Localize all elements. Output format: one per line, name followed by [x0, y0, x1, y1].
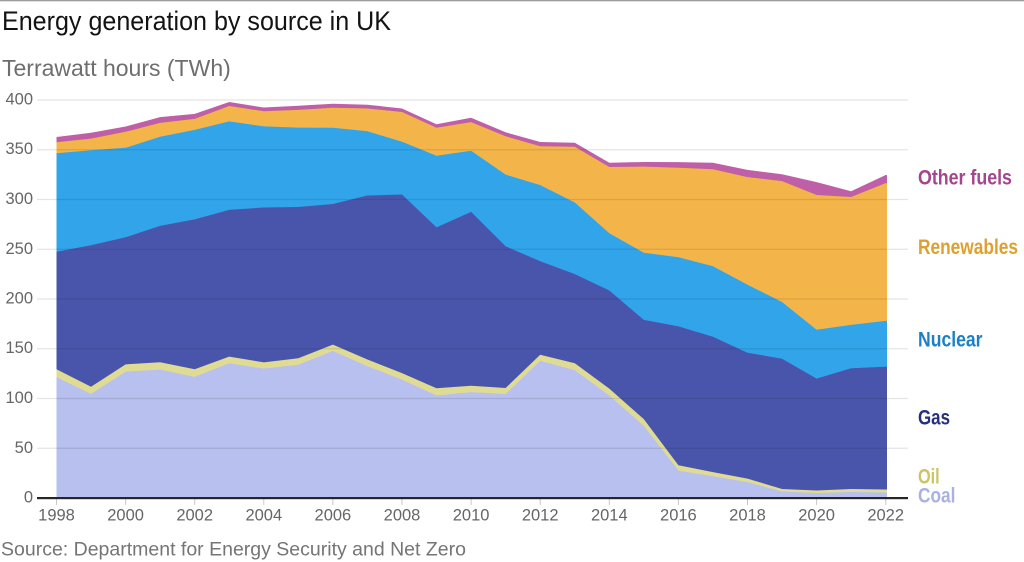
- svg-text:Source: Department for Energy: Source: Department for Energy Security a…: [1, 539, 466, 561]
- svg-text:0: 0: [24, 489, 33, 507]
- svg-text:2018: 2018: [729, 506, 766, 524]
- svg-text:2020: 2020: [798, 506, 835, 524]
- svg-text:2006: 2006: [315, 506, 352, 524]
- svg-text:200: 200: [5, 290, 33, 308]
- svg-text:400: 400: [5, 91, 33, 109]
- svg-text:2014: 2014: [591, 506, 628, 524]
- svg-text:150: 150: [5, 339, 33, 357]
- svg-text:100: 100: [5, 389, 33, 407]
- svg-text:50: 50: [15, 439, 33, 457]
- svg-text:Renewables: Renewables: [918, 237, 1018, 260]
- svg-text:2022: 2022: [867, 506, 904, 524]
- svg-text:2012: 2012: [522, 506, 559, 524]
- svg-text:350: 350: [5, 140, 33, 158]
- svg-text:2002: 2002: [176, 506, 213, 524]
- svg-text:2016: 2016: [660, 506, 697, 524]
- svg-text:Coal: Coal: [918, 485, 955, 508]
- svg-text:Nuclear: Nuclear: [918, 328, 983, 352]
- svg-text:2010: 2010: [453, 506, 490, 524]
- svg-text:300: 300: [5, 190, 33, 208]
- svg-text:Gas: Gas: [918, 407, 950, 430]
- svg-text:2008: 2008: [384, 506, 421, 524]
- svg-text:Oil: Oil: [918, 464, 940, 487]
- svg-text:Other fuels: Other fuels: [918, 166, 1012, 190]
- svg-text:250: 250: [5, 240, 33, 258]
- svg-text:2004: 2004: [245, 506, 282, 524]
- svg-text:2000: 2000: [107, 506, 144, 524]
- svg-text:1998: 1998: [38, 506, 75, 524]
